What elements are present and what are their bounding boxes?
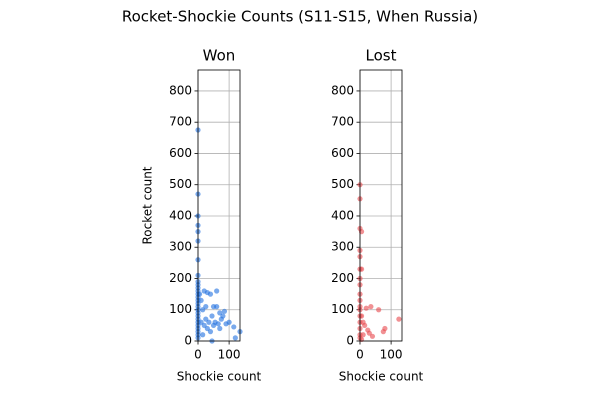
point	[226, 319, 232, 325]
point	[215, 321, 221, 327]
x-axis-label: Shockie count	[339, 370, 424, 384]
y-tick-label: 800	[331, 83, 354, 97]
axes-frame	[359, 69, 403, 342]
y-tick-label: 500	[169, 177, 192, 191]
point	[220, 313, 226, 319]
point	[376, 307, 382, 313]
x-tick-label: 100	[218, 348, 241, 362]
y-tick-label: 0	[346, 334, 354, 348]
y-tick-label: 600	[331, 146, 354, 160]
point	[368, 304, 374, 310]
point	[198, 297, 204, 303]
point	[221, 308, 228, 314]
point	[200, 332, 206, 338]
subplot-title: Lost	[366, 47, 397, 65]
point	[363, 305, 369, 311]
y-tick-label: 600	[169, 146, 192, 160]
point	[231, 324, 237, 330]
point	[232, 335, 238, 341]
point	[203, 316, 209, 322]
y-tick-label: 700	[331, 115, 354, 129]
point	[369, 333, 376, 339]
point	[210, 322, 217, 328]
x-tick-label: 100	[380, 348, 403, 362]
point	[207, 329, 214, 335]
point	[207, 291, 214, 297]
y-tick-label: 200	[169, 271, 192, 285]
point	[198, 319, 204, 325]
y-tick-label: 700	[169, 115, 192, 129]
point	[396, 316, 402, 322]
point	[214, 304, 220, 310]
y-tick-label: 300	[169, 240, 192, 254]
x-tick-label: 0	[194, 348, 202, 362]
y-tick-label: 800	[169, 83, 192, 97]
y-tick-label: 400	[169, 208, 192, 222]
axes-frame	[197, 69, 241, 342]
y-tick-label: 300	[331, 240, 354, 254]
point	[214, 288, 220, 294]
y-tick-label: 200	[331, 271, 354, 285]
point	[360, 332, 366, 338]
y-tick-label: 100	[331, 302, 354, 316]
point	[362, 322, 368, 328]
x-axis-label: Shockie count	[177, 370, 262, 384]
y-tick-label: 400	[331, 208, 354, 222]
y-tick-label: 0	[184, 334, 192, 348]
subplot-title: Won	[203, 47, 236, 65]
figure-title: Rocket-Shockie Counts (S11-S15, When Rus…	[122, 8, 478, 26]
point	[217, 325, 223, 332]
x-tick-label: 0	[356, 348, 364, 362]
point	[203, 304, 209, 310]
point	[382, 325, 388, 332]
y-axis-label: Rocket count	[141, 166, 155, 244]
y-tick-label: 100	[169, 302, 192, 316]
y-tick-label: 500	[331, 177, 354, 191]
point	[209, 313, 215, 319]
